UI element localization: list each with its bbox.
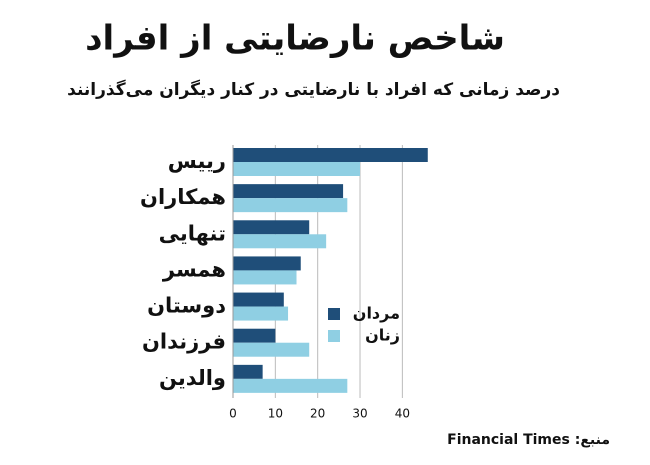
category-label: والدین	[159, 366, 226, 390]
legend-swatch	[328, 308, 340, 320]
bar	[233, 234, 327, 249]
bar	[233, 364, 263, 379]
category-label: رییس	[168, 149, 226, 173]
source: منبع: Financial Times	[447, 432, 610, 448]
bar	[233, 378, 348, 393]
bar	[233, 256, 301, 271]
bar	[233, 306, 289, 321]
bar	[233, 270, 297, 285]
bar	[233, 184, 344, 199]
category-label: فرزندان	[142, 330, 226, 354]
x-tick-label: 30	[352, 407, 367, 421]
bar	[233, 148, 428, 162]
category-label: دوستان	[147, 294, 226, 318]
bar	[233, 162, 361, 176]
category-label: همکاران	[140, 185, 226, 209]
category-label: همسر	[162, 257, 226, 281]
bar	[233, 220, 310, 235]
category-label: تنهایی	[159, 221, 226, 245]
x-tick-label: 20	[310, 407, 325, 421]
x-tick-label: 10	[268, 407, 283, 421]
bar	[233, 198, 348, 213]
x-tick-label: 0	[229, 407, 237, 421]
chart-title: شاخص نارضایتی از افراد	[85, 19, 505, 59]
bar	[233, 328, 276, 343]
legend-label: مردان	[353, 304, 400, 323]
legend-label: زنان	[365, 326, 400, 345]
chart-subtitle: درصد زمانی که افراد با نارضایتی در کنار …	[67, 79, 560, 100]
legend-swatch	[328, 330, 340, 342]
bar	[233, 342, 310, 357]
bar	[233, 292, 284, 307]
x-tick-label: 40	[395, 407, 410, 421]
